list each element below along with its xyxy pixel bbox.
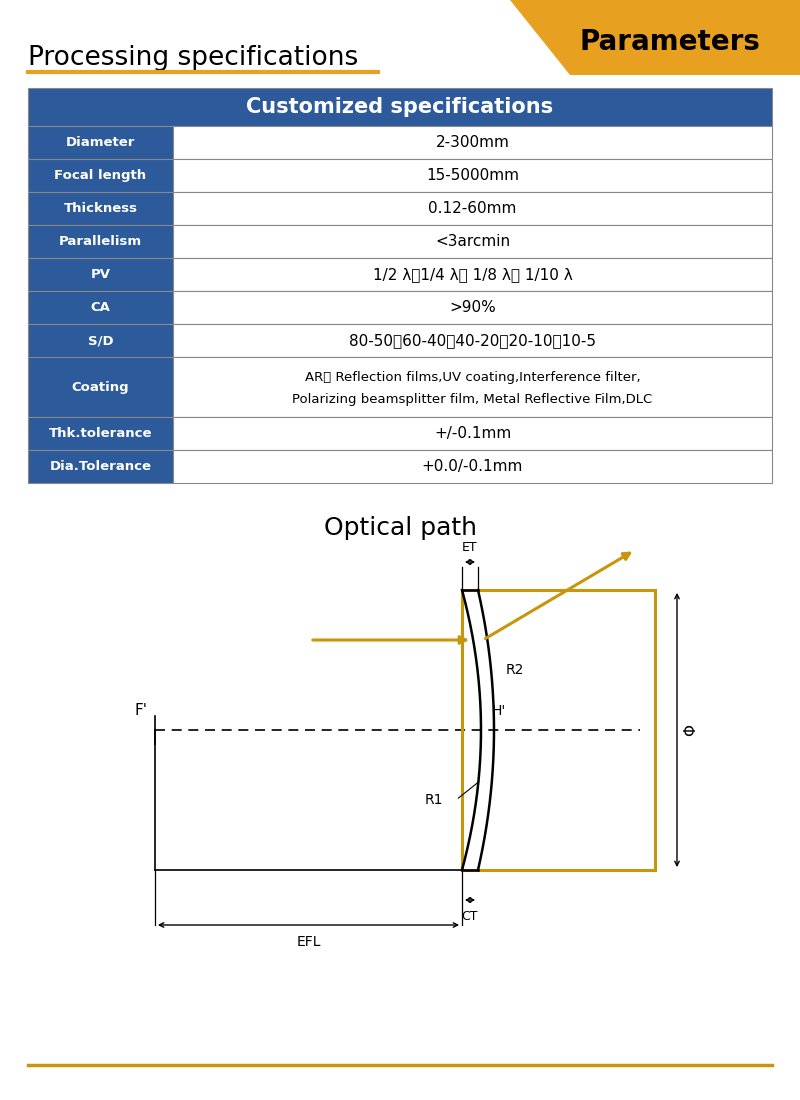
Bar (173, 226, 772, 258)
Text: Processing specifications: Processing specifications (28, 45, 358, 72)
Text: CA: CA (90, 301, 110, 314)
Text: Optical path: Optical path (323, 516, 477, 540)
Bar (28, 192, 173, 226)
Text: Parameters: Parameters (579, 28, 761, 56)
Text: H': H' (492, 704, 506, 718)
Bar (173, 192, 772, 226)
Text: +0.0/-0.1mm: +0.0/-0.1mm (422, 459, 523, 474)
Text: 80-50、60-40、40-20、20-10、10-5: 80-50、60-40、40-20、20-10、10-5 (349, 333, 596, 348)
Bar (28, 258, 173, 292)
Text: R2: R2 (506, 663, 524, 676)
Bar (173, 450, 772, 483)
Bar (28, 226, 173, 258)
Bar (173, 160, 772, 192)
Bar (28, 417, 173, 450)
Text: >90%: >90% (449, 300, 496, 315)
Bar (173, 358, 772, 417)
Text: +/-0.1mm: +/-0.1mm (434, 426, 511, 441)
Bar (28, 450, 173, 483)
Text: <3arcmin: <3arcmin (435, 234, 510, 249)
Text: Polarizing beamsplitter film, Metal Reflective Film,DLC: Polarizing beamsplitter film, Metal Refl… (293, 393, 653, 406)
Text: R1: R1 (425, 793, 443, 807)
Text: ET: ET (462, 541, 478, 554)
Text: Focal length: Focal length (54, 169, 146, 182)
Text: Parallelism: Parallelism (59, 235, 142, 248)
Text: 15-5000mm: 15-5000mm (426, 168, 519, 183)
Bar (173, 417, 772, 450)
Text: Φ: Φ (683, 724, 698, 736)
Text: Diameter: Diameter (66, 136, 135, 149)
Text: Customized specifications: Customized specifications (246, 97, 554, 117)
Bar (28, 126, 173, 160)
Bar (28, 88, 772, 126)
Bar (28, 358, 173, 417)
Text: 2-300mm: 2-300mm (436, 135, 510, 150)
Bar (28, 324, 173, 358)
Text: 0.12-60mm: 0.12-60mm (428, 201, 517, 216)
Text: 1/2 λ、1/4 λ、 1/8 λ、 1/10 λ: 1/2 λ、1/4 λ、 1/8 λ、 1/10 λ (373, 267, 573, 282)
Bar (28, 292, 173, 324)
Text: Dia.Tolerance: Dia.Tolerance (50, 460, 151, 473)
Text: Thickness: Thickness (63, 202, 138, 215)
Text: PV: PV (90, 268, 110, 280)
Text: AR、 Reflection films,UV coating,Interference filter,: AR、 Reflection films,UV coating,Interfer… (305, 371, 640, 384)
Text: EFL: EFL (296, 935, 321, 949)
Text: F': F' (134, 703, 147, 718)
Bar (173, 126, 772, 160)
Text: S/D: S/D (88, 334, 114, 346)
Bar (173, 324, 772, 358)
Text: Coating: Coating (72, 381, 130, 394)
Bar (173, 292, 772, 324)
Bar (173, 258, 772, 292)
Text: CT: CT (462, 910, 478, 923)
Text: Thk.tolerance: Thk.tolerance (49, 427, 152, 440)
Bar (28, 160, 173, 192)
Polygon shape (510, 0, 800, 75)
